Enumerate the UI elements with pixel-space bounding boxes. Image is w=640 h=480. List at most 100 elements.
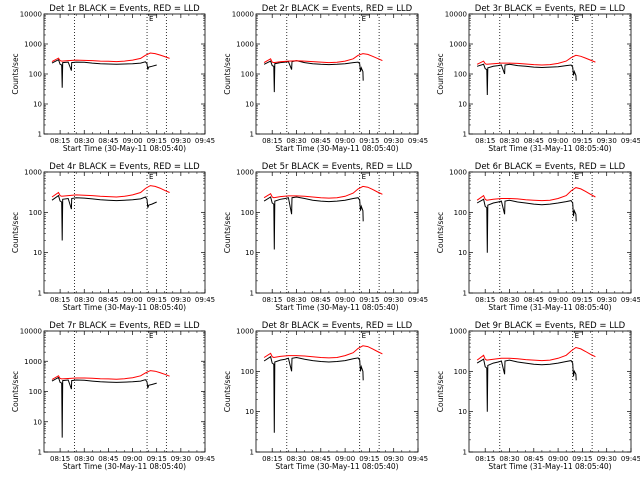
panel-title: Det 4r BLACK = Events, RED = LLD	[49, 162, 200, 172]
x-tick-label: 08:30	[499, 455, 519, 463]
y-axis-label: Counts/sec	[223, 53, 232, 94]
panel-title: Det 2r BLACK = Events, RED = LLD	[262, 4, 413, 14]
x-tick-label: 08:15	[50, 455, 70, 463]
x-tick-label: 08:15	[50, 137, 70, 145]
y-tick-label: 1000	[24, 41, 42, 49]
x-tick-label: 08:45	[98, 296, 118, 304]
x-tick-label: 08:15	[475, 137, 495, 145]
panel-5: Det 5r BLACK = Events, RED = LLD 1 10 100 10…	[223, 162, 428, 312]
x-tick-label: 09:00	[335, 137, 355, 145]
y-tick-label: 100	[29, 388, 42, 396]
x-tick-label: 08:45	[524, 455, 544, 463]
plot-frame	[255, 330, 419, 453]
x-tick-label: 08:30	[499, 296, 519, 304]
panel-6: Det 6r BLACK = Events, RED = LLD 1 10 100 10…	[436, 162, 640, 312]
x-tick-label: 09:00	[548, 137, 568, 145]
x-tick-label: 08:15	[475, 296, 495, 304]
y-tick-label: 10000	[20, 11, 42, 19]
x-tick-label: 09:15	[572, 296, 592, 304]
x-tick-label: 09:00	[335, 296, 355, 304]
panel-3: Det 3r BLACK = Events, RED = LLD 1 10 100 10…	[436, 4, 640, 153]
y-tick-label: 1	[38, 290, 42, 298]
x-tick-label: 08:15	[262, 137, 282, 145]
y-tick-label: 100	[454, 368, 467, 376]
x-tick-label: 09:45	[195, 296, 215, 304]
y-tick-label: 1000	[236, 41, 254, 49]
x-tick-label: 08:30	[286, 296, 306, 304]
y-tick-label: 1000	[236, 328, 254, 336]
events-series-line	[263, 355, 364, 433]
event-marker-label: E	[575, 15, 579, 23]
x-axis-label: Start Time (30-May-11 08:05:40)	[63, 462, 186, 471]
plot-frame	[468, 13, 632, 135]
panel-title: Det 3r BLACK = Events, RED = LLD	[475, 4, 626, 14]
events-series-line	[476, 198, 577, 253]
y-tick-label: 1	[250, 290, 254, 298]
panel-title: Det 8r BLACK = Events, RED = LLD	[262, 321, 413, 331]
panel-title: Det 9r BLACK = Events, RED = LLD	[475, 321, 626, 331]
lld-series-line	[51, 185, 170, 198]
x-tick-label: 09:00	[548, 455, 568, 463]
y-tick-label: 10	[458, 408, 467, 416]
events-series-line	[263, 196, 364, 250]
plot-frame	[43, 13, 206, 135]
lld-series-line	[263, 185, 383, 199]
x-tick-label: 08:15	[262, 455, 282, 463]
x-tick-label: 09:00	[335, 455, 355, 463]
event-marker-label: E	[575, 332, 579, 340]
x-tick-label: 09:30	[597, 296, 617, 304]
y-tick-label: 1	[463, 290, 467, 298]
x-tick-label: 09:45	[621, 455, 640, 463]
x-tick-label: 08:45	[311, 137, 331, 145]
x-axis-label: Start Time (30-May-11 08:05:40)	[275, 462, 398, 471]
x-tick-label: 09:30	[171, 296, 191, 304]
panel-title: Det 5r BLACK = Events, RED = LLD	[262, 162, 413, 172]
y-tick-label: 10000	[20, 328, 42, 336]
y-tick-label: 100	[454, 209, 467, 217]
panel-1: Det 1r BLACK = Events, RED = LLD 1 10 100 10…	[11, 4, 215, 153]
y-tick-label: 1000	[236, 169, 254, 177]
x-tick-label: 09:15	[147, 455, 167, 463]
x-tick-label: 08:45	[311, 296, 331, 304]
events-series-line	[51, 194, 157, 241]
panel-title: Det 1r BLACK = Events, RED = LLD	[49, 4, 200, 14]
y-tick-label: 100	[454, 71, 467, 79]
y-tick-label: 10	[33, 249, 42, 257]
y-axis-label: Counts/sec	[11, 371, 20, 412]
x-tick-label: 09:30	[171, 455, 191, 463]
events-series-line	[476, 63, 577, 96]
x-tick-label: 09:45	[408, 455, 428, 463]
x-tick-label: 08:45	[311, 455, 331, 463]
events-series-line	[476, 358, 577, 412]
x-tick-label: 09:15	[147, 137, 167, 145]
panel-2: Det 2r BLACK = Events, RED = LLD 1 10 100 10…	[223, 4, 428, 153]
y-tick-label: 10000	[445, 11, 467, 19]
events-series-line	[51, 58, 157, 88]
x-tick-label: 09:45	[195, 455, 215, 463]
x-tick-label: 09:45	[621, 296, 640, 304]
x-tick-label: 09:15	[359, 455, 379, 463]
x-axis-label: Start Time (30-May-11 08:05:40)	[63, 144, 186, 153]
y-tick-label: 1	[250, 449, 254, 457]
lld-series-line	[263, 345, 383, 359]
y-tick-label: 1	[38, 131, 42, 139]
panel-title: Det 6r BLACK = Events, RED = LLD	[475, 162, 626, 172]
y-tick-label: 1	[463, 131, 467, 139]
panel-9: Det 9r BLACK = Events, RED = LLD 1 10 100 10…	[436, 321, 640, 471]
x-tick-label: 08:30	[286, 455, 306, 463]
x-tick-label: 09:45	[621, 137, 640, 145]
y-axis-label: Counts/sec	[436, 212, 445, 253]
x-tick-label: 09:00	[122, 137, 142, 145]
x-tick-label: 09:45	[408, 296, 428, 304]
plot-frame	[43, 330, 206, 453]
y-tick-label: 100	[241, 71, 254, 79]
event-marker-label: E	[362, 332, 366, 340]
y-tick-label: 10	[245, 101, 254, 109]
event-marker-label: E	[149, 173, 153, 181]
plot-frame	[43, 171, 206, 294]
panel-title: Det 7r BLACK = Events, RED = LLD	[49, 321, 200, 331]
y-tick-label: 100	[29, 209, 42, 217]
y-tick-label: 100	[241, 368, 254, 376]
y-tick-label: 1	[463, 449, 467, 457]
x-tick-label: 09:15	[359, 296, 379, 304]
